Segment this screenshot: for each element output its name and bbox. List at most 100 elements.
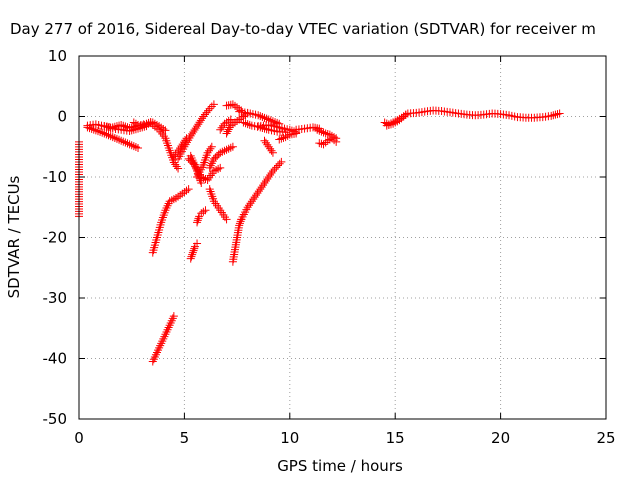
- data-point: [256, 112, 265, 121]
- data-point: [321, 138, 330, 147]
- data-point: [263, 140, 272, 149]
- data-point: [155, 343, 164, 352]
- data-point: [154, 346, 163, 355]
- data-point: [204, 146, 213, 155]
- data-point: [171, 160, 180, 169]
- data-point: [228, 100, 237, 109]
- data-point: [182, 186, 191, 195]
- data-point: [129, 118, 138, 127]
- data-points: [75, 100, 564, 366]
- data-point: [104, 123, 113, 132]
- data-point: [165, 197, 174, 206]
- data-point: [223, 127, 232, 136]
- data-point: [152, 124, 161, 133]
- data-point: [243, 203, 252, 212]
- data-point: [270, 165, 279, 174]
- data-point: [203, 148, 212, 157]
- data-point: [216, 163, 225, 172]
- y-tick-label: -10: [43, 168, 68, 186]
- data-point: [395, 116, 404, 125]
- data-point: [218, 147, 227, 156]
- data-point: [100, 129, 109, 138]
- data-point: [230, 118, 239, 127]
- data-point: [127, 126, 136, 135]
- data-point: [106, 132, 115, 141]
- data-point: [178, 189, 187, 198]
- data-point: [157, 339, 166, 348]
- data-point: [160, 332, 169, 341]
- data-point: [190, 160, 199, 169]
- data-point: [206, 144, 215, 153]
- data-point: [207, 142, 216, 151]
- data-point: [266, 170, 275, 179]
- data-point: [391, 118, 400, 127]
- data-point: [271, 118, 280, 127]
- data-point: [256, 185, 265, 194]
- data-point: [184, 185, 193, 194]
- data-point: [325, 130, 334, 139]
- data-point: [159, 132, 168, 141]
- data-point: [235, 221, 244, 230]
- data-point: [315, 126, 324, 135]
- data-point: [222, 145, 231, 154]
- data-point: [249, 195, 258, 204]
- x-tick-label: 20: [491, 429, 510, 447]
- data-point: [254, 187, 263, 196]
- data-point: [161, 330, 170, 339]
- data-point: [549, 111, 558, 120]
- y-tick-label: -40: [43, 350, 68, 368]
- data-point: [182, 134, 191, 143]
- data-point: [169, 195, 178, 204]
- data-point: [319, 140, 328, 149]
- data-point: [228, 142, 237, 151]
- data-point: [192, 164, 201, 173]
- x-tick-label: 15: [386, 429, 405, 447]
- data-point: [167, 196, 176, 205]
- data-point: [150, 122, 159, 131]
- data-point: [547, 111, 556, 120]
- data-point: [321, 129, 330, 138]
- data-point: [174, 164, 183, 173]
- x-tick-label: 10: [280, 429, 299, 447]
- data-point: [89, 125, 98, 134]
- data-point: [277, 157, 286, 166]
- data-point: [123, 139, 132, 148]
- data-point: [180, 188, 189, 197]
- data-point: [163, 201, 172, 210]
- data-point: [401, 110, 410, 119]
- data-point: [226, 143, 235, 152]
- data-point: [159, 334, 168, 343]
- data-point: [119, 121, 128, 130]
- data-point: [233, 117, 242, 126]
- data-point: [165, 321, 174, 330]
- data-point: [125, 140, 134, 149]
- chart-title: Day 277 of 2016, Sidereal Day-to-day VTE…: [10, 20, 596, 38]
- data-point: [279, 133, 288, 142]
- data-point: [188, 250, 197, 259]
- data-point: [237, 114, 246, 123]
- data-point: [110, 133, 119, 142]
- data-point: [112, 134, 121, 143]
- data-point: [319, 128, 328, 137]
- data-point: [91, 126, 100, 135]
- data-point: [163, 325, 172, 334]
- y-tick-label: 0: [57, 108, 67, 126]
- data-point: [237, 106, 246, 115]
- data-point: [246, 199, 255, 208]
- data-point: [393, 117, 402, 126]
- data-point: [151, 350, 160, 359]
- data-point: [332, 134, 341, 143]
- data-point: [384, 120, 393, 129]
- data-point: [222, 118, 231, 127]
- data-point: [190, 244, 199, 253]
- axis-ticks: 0 5 10 15 20 25 10 0 -10 -20 -30 -40 -50: [43, 47, 616, 447]
- data-point: [205, 104, 214, 113]
- data-point: [220, 146, 229, 155]
- data-point: [162, 204, 171, 213]
- data-point: [207, 102, 216, 111]
- data-point: [156, 341, 165, 350]
- data-point: [239, 118, 248, 127]
- data-point: [216, 148, 225, 157]
- data-point: [155, 125, 164, 134]
